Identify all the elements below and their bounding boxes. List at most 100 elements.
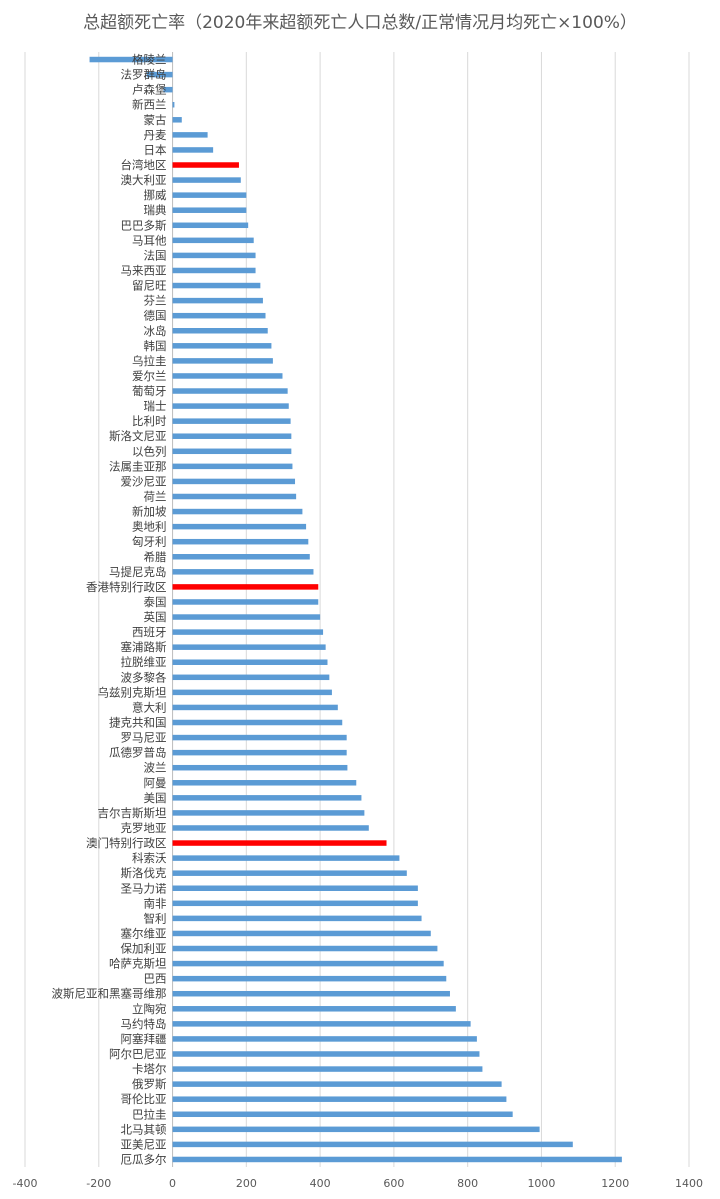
bar xyxy=(172,975,447,982)
bar xyxy=(172,463,293,470)
category-label: 巴西 xyxy=(144,972,167,986)
bar xyxy=(146,71,173,78)
bar xyxy=(172,825,369,831)
category-label: 新西兰 xyxy=(132,98,167,112)
category-label: 葡萄牙 xyxy=(132,384,167,398)
bar xyxy=(172,538,309,545)
bar xyxy=(172,870,407,876)
category-label: 韩国 xyxy=(144,339,167,353)
category-label: 瑞典 xyxy=(144,203,167,217)
x-tick-label: 0 xyxy=(169,1177,176,1190)
bar xyxy=(172,177,241,183)
category-label: 波兰 xyxy=(144,761,167,775)
bar xyxy=(172,192,247,198)
bar xyxy=(172,267,256,274)
category-label: 乌拉圭 xyxy=(132,354,167,368)
x-tick-label: -200 xyxy=(86,1177,111,1190)
category-label: 荷兰 xyxy=(144,489,167,503)
category-label: 阿曼 xyxy=(144,776,167,790)
bar xyxy=(172,328,268,334)
bar xyxy=(172,418,291,424)
x-tick-label: 800 xyxy=(457,1177,478,1190)
bar xyxy=(172,433,292,439)
bar xyxy=(172,1126,540,1133)
x-tick-label: 200 xyxy=(236,1177,257,1190)
category-label: 比利时 xyxy=(132,414,167,428)
category-label: 法属圭亚那 xyxy=(109,459,167,473)
bar xyxy=(172,1111,513,1118)
bar xyxy=(172,584,319,590)
bar xyxy=(172,900,418,907)
category-label: 立陶宛 xyxy=(132,1002,167,1016)
category-label: 留尼旺 xyxy=(132,279,167,293)
category-label: 波斯尼亚和黑塞哥维那 xyxy=(52,987,167,1001)
category-label: 乌兹别克斯坦 xyxy=(98,685,167,699)
category-label: 亚美尼亚 xyxy=(121,1137,167,1151)
category-label: 马提尼克岛 xyxy=(109,565,167,579)
category-label: 罗马尼亚 xyxy=(121,731,167,745)
bar xyxy=(172,297,263,304)
category-label: 冰岛 xyxy=(144,324,167,338)
bar xyxy=(172,855,400,861)
bar xyxy=(172,343,272,349)
category-label: 奥地利 xyxy=(132,520,167,534)
bar xyxy=(172,569,314,575)
bar xyxy=(172,237,254,244)
category-label: 圣马力诺 xyxy=(121,881,167,895)
category-label: 爱沙尼亚 xyxy=(121,474,167,488)
category-label: 格陵兰 xyxy=(132,53,167,67)
category-label: 保加利亚 xyxy=(121,942,167,956)
bar xyxy=(172,1021,471,1027)
bar xyxy=(172,162,239,168)
category-label: 匈牙利 xyxy=(132,535,167,549)
bar xyxy=(172,614,321,620)
category-label: 阿塞拜疆 xyxy=(121,1032,167,1046)
category-label: 香港特别行政区 xyxy=(86,580,167,594)
bar xyxy=(172,945,438,952)
category-label: 吉尔吉斯斯坦 xyxy=(98,806,167,820)
category-label: 俄罗斯 xyxy=(132,1077,167,1091)
category-label: 澳门特别行政区 xyxy=(86,836,167,850)
bar xyxy=(172,990,450,997)
category-label: 塞浦路斯 xyxy=(121,640,167,654)
x-tick-label: 1000 xyxy=(527,1177,555,1190)
bar xyxy=(172,403,289,409)
category-label: 克罗地亚 xyxy=(121,821,167,835)
category-label: 北马其顿 xyxy=(121,1122,167,1136)
category-label: 泰国 xyxy=(144,595,167,609)
bar xyxy=(172,523,307,530)
category-label: 德国 xyxy=(144,309,167,323)
bar xyxy=(172,508,303,515)
bar xyxy=(172,388,288,394)
bar xyxy=(172,915,422,922)
category-label: 巴巴多斯 xyxy=(121,218,167,232)
bar xyxy=(172,147,214,153)
bar xyxy=(172,599,319,605)
category-label: 美国 xyxy=(144,791,167,805)
category-label: 澳大利亚 xyxy=(121,173,167,187)
category-label: 马约特岛 xyxy=(121,1017,167,1031)
bar xyxy=(89,56,173,63)
bar xyxy=(172,885,418,891)
bar xyxy=(172,282,261,289)
bar xyxy=(172,1081,502,1087)
category-label: 法国 xyxy=(144,248,167,262)
bar xyxy=(172,780,357,786)
category-label: 斯洛伐克 xyxy=(121,866,167,880)
bar xyxy=(172,1066,483,1072)
x-tick-label: 1200 xyxy=(601,1177,629,1190)
bar xyxy=(172,222,249,229)
bar xyxy=(172,795,362,801)
bar xyxy=(163,86,173,93)
x-tick-label: -400 xyxy=(13,1177,38,1190)
category-label: 智利 xyxy=(144,911,167,925)
category-label: 捷克共和国 xyxy=(109,716,167,730)
bar xyxy=(172,101,175,108)
category-label: 马来西亚 xyxy=(121,263,167,277)
category-label: 新加坡 xyxy=(132,505,167,519)
category-label: 意大利 xyxy=(132,700,167,714)
bar xyxy=(172,689,332,696)
category-label: 塞尔维亚 xyxy=(121,926,167,940)
category-label: 希腊 xyxy=(144,550,167,564)
bar xyxy=(172,960,444,967)
